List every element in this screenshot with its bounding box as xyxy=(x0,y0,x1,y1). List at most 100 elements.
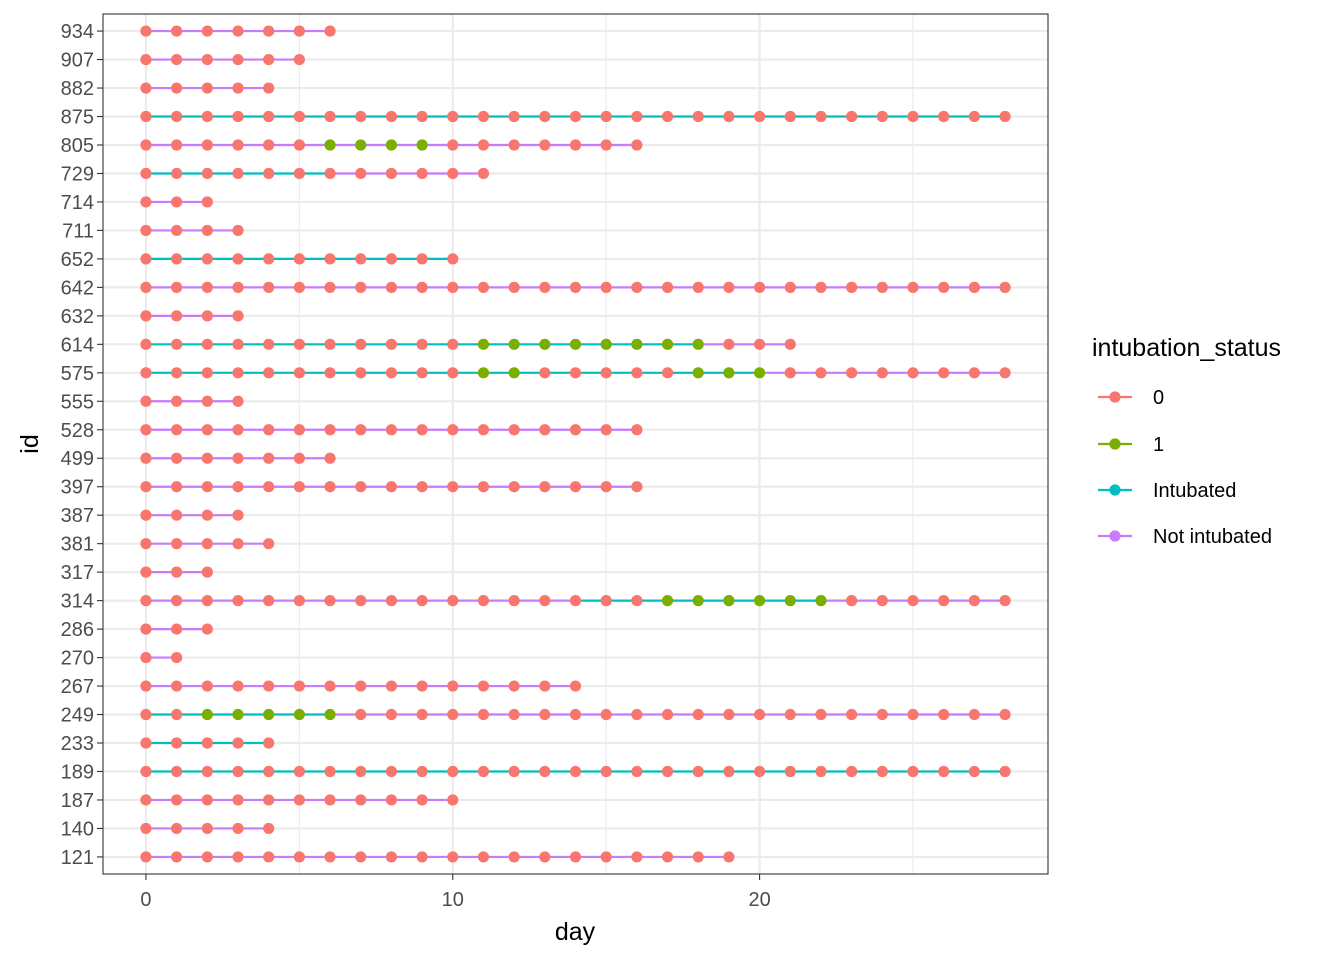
data-point xyxy=(723,338,735,350)
y-tick-label: 286 xyxy=(61,619,94,641)
data-point xyxy=(999,708,1011,721)
data-point xyxy=(569,708,582,721)
data-point xyxy=(324,281,336,293)
data-point xyxy=(631,110,643,123)
data-point xyxy=(692,281,704,293)
data-point xyxy=(355,110,367,123)
x-tick-label: 0 xyxy=(140,889,151,911)
data-point xyxy=(201,737,213,749)
y-tick-label: 575 xyxy=(61,363,94,385)
data-point xyxy=(232,338,244,350)
data-point xyxy=(140,595,152,607)
data-point xyxy=(600,110,612,123)
data-point xyxy=(600,708,612,721)
data-point xyxy=(201,822,213,835)
data-point xyxy=(569,851,582,863)
data-point xyxy=(140,851,152,863)
data-point xyxy=(171,481,183,493)
data-point xyxy=(201,566,213,578)
data-point xyxy=(385,708,398,721)
data-point xyxy=(385,794,398,806)
data-point xyxy=(232,481,244,493)
data-point xyxy=(661,851,674,863)
data-point xyxy=(293,53,305,66)
data-point xyxy=(355,708,367,721)
data-point xyxy=(631,367,643,379)
data-point xyxy=(938,110,950,123)
data-point xyxy=(600,765,612,778)
data-point xyxy=(661,110,674,123)
legend-key-point xyxy=(1109,484,1121,496)
data-point xyxy=(784,110,796,123)
patient-track-387 xyxy=(140,509,244,521)
patient-track-499 xyxy=(140,452,336,464)
data-point xyxy=(324,708,336,721)
data-point xyxy=(569,338,582,350)
data-point xyxy=(201,367,213,379)
data-point xyxy=(232,595,244,607)
data-point xyxy=(171,794,183,806)
data-point xyxy=(600,367,612,379)
data-point xyxy=(569,139,582,151)
data-point xyxy=(447,424,459,436)
data-point xyxy=(140,281,152,293)
data-point xyxy=(263,253,275,265)
data-point xyxy=(140,110,152,123)
data-point xyxy=(232,851,244,863)
data-point xyxy=(999,281,1011,293)
data-point xyxy=(876,110,888,123)
data-point xyxy=(201,424,213,436)
data-point xyxy=(355,367,367,379)
data-point xyxy=(938,595,950,607)
data-point xyxy=(447,367,459,379)
data-point xyxy=(324,794,336,806)
data-point xyxy=(876,708,888,721)
patient-track-528 xyxy=(140,424,643,436)
data-point xyxy=(140,623,152,635)
patient-track-270 xyxy=(140,651,183,664)
data-point xyxy=(171,623,183,635)
data-point xyxy=(846,595,858,607)
data-point xyxy=(447,794,459,806)
data-point xyxy=(140,651,152,664)
patient-track-632 xyxy=(140,310,244,322)
data-point xyxy=(171,53,183,66)
data-point xyxy=(447,253,459,265)
data-point xyxy=(263,167,275,180)
data-point xyxy=(416,424,428,436)
data-point xyxy=(600,481,612,493)
data-point xyxy=(447,481,459,493)
data-point xyxy=(293,139,305,151)
data-point xyxy=(232,110,244,123)
x-tick-label: 20 xyxy=(748,889,770,911)
data-point xyxy=(263,595,275,607)
data-point xyxy=(140,452,152,464)
data-point xyxy=(447,851,459,863)
data-point xyxy=(140,367,152,379)
patient-track-875 xyxy=(140,110,1011,123)
data-point xyxy=(999,367,1011,379)
data-point xyxy=(232,281,244,293)
data-point xyxy=(201,452,213,464)
data-point xyxy=(263,794,275,806)
data-point xyxy=(201,25,213,37)
data-point xyxy=(723,708,735,721)
data-point xyxy=(171,651,183,664)
data-point xyxy=(263,82,275,94)
data-point xyxy=(140,708,152,721)
data-point xyxy=(508,680,520,692)
data-point xyxy=(385,253,398,265)
data-point xyxy=(385,167,398,180)
patient-track-233 xyxy=(140,737,275,749)
data-point xyxy=(324,253,336,265)
data-point xyxy=(815,110,827,123)
data-point xyxy=(201,310,213,322)
data-point xyxy=(324,765,336,778)
data-point xyxy=(293,680,305,692)
patient-track-189 xyxy=(140,765,1011,778)
data-point xyxy=(385,595,398,607)
y-tick-label: 270 xyxy=(61,648,94,670)
data-point xyxy=(324,25,336,37)
y-tick-label: 387 xyxy=(61,505,94,527)
data-point xyxy=(968,708,980,721)
